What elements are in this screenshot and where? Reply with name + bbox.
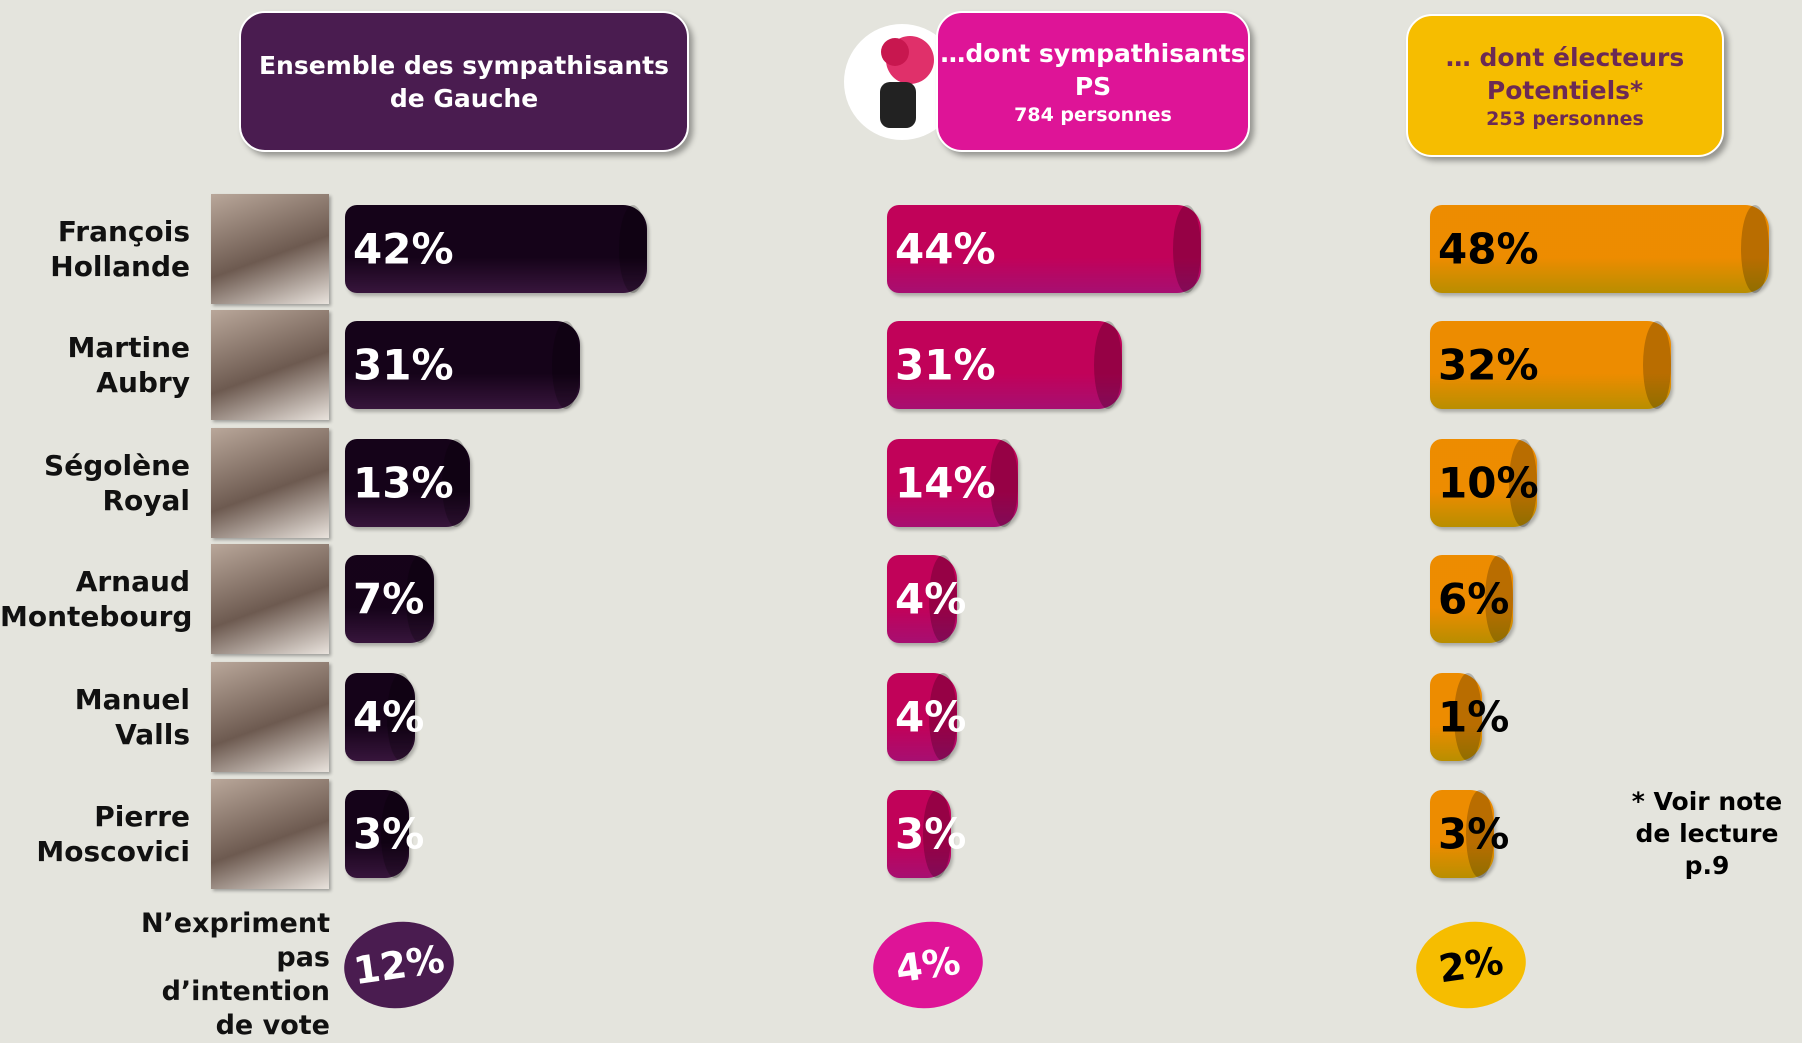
value-label: 7%	[353, 575, 424, 624]
value-label: 6%	[1438, 575, 1509, 624]
no-intention-mark: 4%	[868, 915, 989, 1015]
bar-cap	[619, 205, 647, 293]
candidate-photo	[211, 779, 329, 889]
value-label: 4%	[895, 693, 966, 742]
value-label: 4%	[353, 693, 424, 742]
header-subtitle: 784 personnes	[1014, 103, 1172, 127]
candidate-name: Ségolène Royal	[0, 448, 190, 518]
value-label: 10%	[1438, 459, 1539, 508]
value-label: 3%	[895, 810, 966, 859]
value-label: 42%	[353, 225, 454, 274]
candidate-photo	[211, 662, 329, 772]
value-label: 48%	[1438, 225, 1539, 274]
value-label: 4%	[895, 575, 966, 624]
header-title: … dont électeurs Potentiels*	[1408, 41, 1722, 107]
header-title: …dont sympathisants PS	[938, 37, 1248, 103]
bar-cap	[552, 321, 580, 409]
header-subtitle: 253 personnes	[1486, 107, 1644, 131]
value-label: 31%	[353, 341, 454, 390]
bar-cap	[1094, 321, 1122, 409]
bar-cap	[1643, 321, 1671, 409]
candidate-photo	[211, 194, 329, 304]
footnote: * Voir note de lecture p.9	[1612, 786, 1802, 882]
value-label: 31%	[895, 341, 996, 390]
header-title: Ensemble des sympathisants de Gauche	[241, 49, 687, 115]
page: * Voir note de lecture p.9 N’expriment p…	[0, 0, 1802, 1007]
value-label: 14%	[895, 459, 996, 508]
candidate-photo	[211, 310, 329, 420]
no-intention-mark: 2%	[1411, 915, 1532, 1015]
value-label: 44%	[895, 225, 996, 274]
column-header: Ensemble des sympathisants de Gauche	[239, 11, 689, 152]
bar-cap	[1173, 205, 1201, 293]
candidate-name: Martine Aubry	[0, 330, 190, 400]
candidate-photo	[211, 428, 329, 538]
candidate-name: François Hollande	[0, 214, 190, 284]
candidate-name: Pierre Moscovici	[0, 799, 190, 869]
candidate-name: Arnaud Montebourg	[0, 564, 190, 634]
bar-cap	[1741, 205, 1769, 293]
value-label: 32%	[1438, 341, 1539, 390]
no-intention-mark: 12%	[339, 915, 460, 1015]
value-label: 13%	[353, 459, 454, 508]
candidate-photo	[211, 544, 329, 654]
column-header: … dont électeurs Potentiels*253 personne…	[1406, 14, 1724, 157]
value-label: 1%	[1438, 693, 1509, 742]
candidate-name: Manuel Valls	[0, 682, 190, 752]
value-label: 3%	[353, 810, 424, 859]
no-intention-label: N’expriment pas d’intention de vote	[140, 907, 330, 1043]
value-label: 3%	[1438, 810, 1509, 859]
